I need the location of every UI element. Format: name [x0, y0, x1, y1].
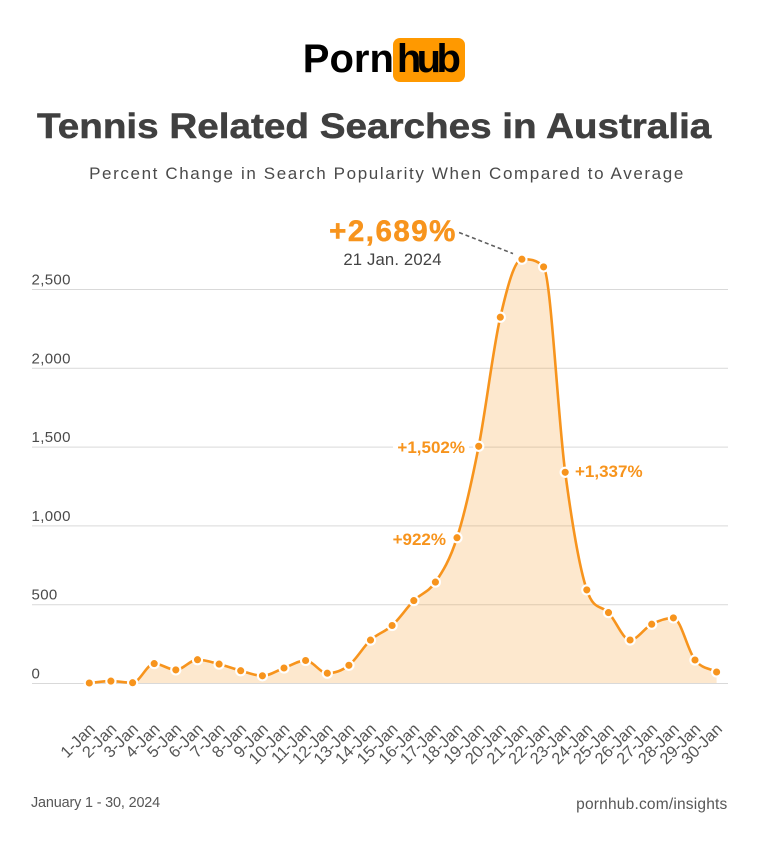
svg-text:0: 0	[32, 666, 41, 683]
svg-text:1,500: 1,500	[32, 429, 71, 446]
svg-text:2,500: 2,500	[32, 272, 71, 289]
svg-text:1,000: 1,000	[32, 508, 71, 525]
svg-text:500: 500	[32, 587, 58, 604]
svg-text:2,000: 2,000	[32, 350, 71, 367]
